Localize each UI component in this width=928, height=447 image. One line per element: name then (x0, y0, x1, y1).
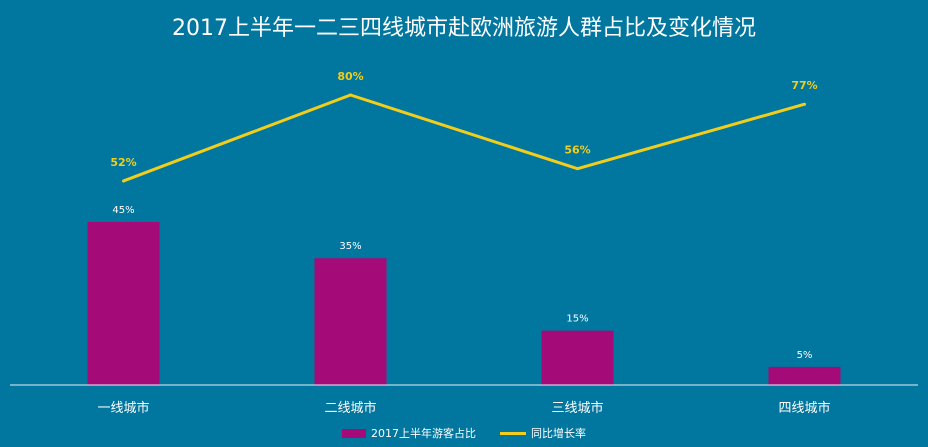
legend: 2017上半年游客占比 同比增长率 (0, 425, 928, 441)
legend-item-line: 同比增长率 (500, 425, 586, 441)
line-value-label: 77% (791, 79, 817, 92)
category-label: 一线城市 (97, 400, 149, 416)
bar-series (87, 222, 841, 385)
line-point (576, 167, 579, 171)
line-value-label: 52% (110, 156, 136, 169)
category-label: 二线城市 (324, 400, 376, 416)
legend-swatch-bar (342, 428, 366, 438)
category-label: 四线城市 (778, 400, 830, 416)
line-label-group: 52% 80% 56% 77% (110, 70, 817, 169)
legend-swatch-line (500, 431, 526, 435)
line-point (349, 93, 352, 97)
line-point (803, 102, 806, 106)
category-label: 三线城市 (551, 400, 603, 416)
legend-label-line: 同比增长率 (531, 427, 586, 440)
bar-label-group: 45% 35% 15% 5% (112, 205, 812, 361)
line-point (122, 179, 125, 183)
bar-value-label: 35% (339, 241, 361, 252)
bar (314, 258, 387, 385)
bar (541, 330, 614, 385)
bar (87, 222, 160, 385)
line-value-label: 80% (337, 70, 363, 83)
bar-value-label: 5% (797, 350, 813, 361)
bar-value-label: 15% (566, 314, 588, 325)
growth-rate-line (122, 93, 805, 183)
line-series (122, 93, 806, 183)
legend-item-bar: 2017上半年游客占比 (342, 425, 476, 441)
bar (768, 366, 841, 385)
chart-title: 2017上半年一二三四线城市赴欧洲旅游人群占比及变化情况 (172, 16, 756, 41)
line-value-label: 56% (564, 144, 590, 157)
category-label-group: 一线城市 二线城市 三线城市 四线城市 (97, 400, 830, 416)
legend-label-bar: 2017上半年游客占比 (371, 427, 476, 440)
bar-value-label: 45% (112, 205, 134, 216)
